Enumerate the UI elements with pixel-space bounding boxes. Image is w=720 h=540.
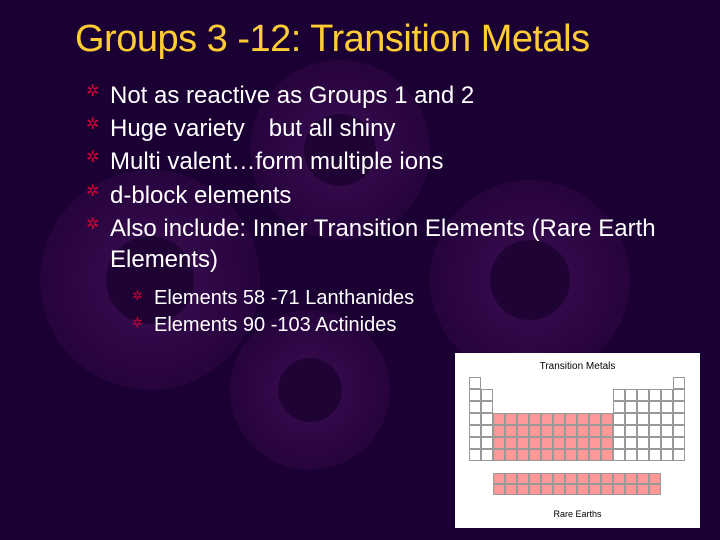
diagram-top-label: Transition Metals	[461, 361, 694, 372]
sub-bullet-list: Elements 58 -71 Lanthanides Elements 90 …	[132, 285, 680, 339]
diagram-bottom-label: Rare Earths	[461, 509, 694, 519]
bullet-item: Also include: Inner Transition Elements …	[86, 213, 680, 275]
bullet-item: Multi valent…form multiple ions	[86, 146, 680, 177]
periodic-table-fblock	[461, 473, 694, 501]
sub-bullet-item: Elements 58 -71 Lanthanides	[132, 285, 680, 312]
slide-title: Groups 3 -12: Transition Metals	[75, 18, 590, 61]
periodic-table-main	[461, 377, 694, 467]
bullet-item: d-block elements	[86, 180, 680, 211]
sub-bullet-item: Elements 90 -103 Actinides	[132, 312, 680, 339]
slide-body: Not as reactive as Groups 1 and 2 Huge v…	[86, 80, 680, 339]
periodic-table-diagram: Transition Metals Rare Earths	[455, 353, 700, 528]
bullet-item: Not as reactive as Groups 1 and 2	[86, 80, 680, 111]
main-bullet-list: Not as reactive as Groups 1 and 2 Huge v…	[86, 80, 680, 275]
bullet-item: Huge variety but all shiny	[86, 113, 680, 144]
